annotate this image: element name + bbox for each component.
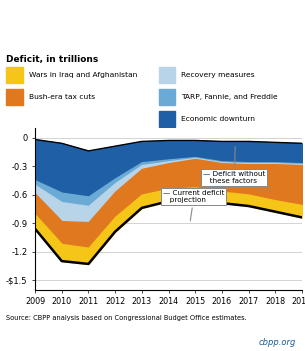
Text: Wars in Iraq and Afghanistan: Wars in Iraq and Afghanistan	[29, 72, 137, 78]
Text: Bush-era tax cuts: Bush-era tax cuts	[29, 94, 95, 100]
Text: cbpp.org: cbpp.org	[258, 338, 296, 347]
Text: Recovery measures: Recovery measures	[181, 72, 255, 78]
Bar	[6, 67, 23, 83]
Text: — Deficit without
   these factors: — Deficit without these factors	[203, 147, 266, 184]
Bar	[6, 89, 23, 105]
Text: Economic downturn: Economic downturn	[181, 116, 256, 122]
Bar	[159, 111, 175, 127]
Text: Source: CBPP analysis based on Congressional Budget Office estimates.: Source: CBPP analysis based on Congressi…	[6, 315, 247, 321]
Bar	[159, 89, 175, 105]
Text: — Current deficit
   projection: — Current deficit projection	[163, 190, 225, 221]
Text: Economic Downturn, Financial Rescues,: Economic Downturn, Financial Rescues,	[41, 9, 264, 19]
Bar	[159, 67, 175, 83]
Text: TARP, Fannie, and Freddie: TARP, Fannie, and Freddie	[181, 94, 278, 100]
Text: Deficit, in trillions: Deficit, in trillions	[6, 55, 98, 64]
Text: And Legacy of Bush Policies Drive Record Deficits: And Legacy of Bush Policies Drive Record…	[13, 33, 292, 43]
